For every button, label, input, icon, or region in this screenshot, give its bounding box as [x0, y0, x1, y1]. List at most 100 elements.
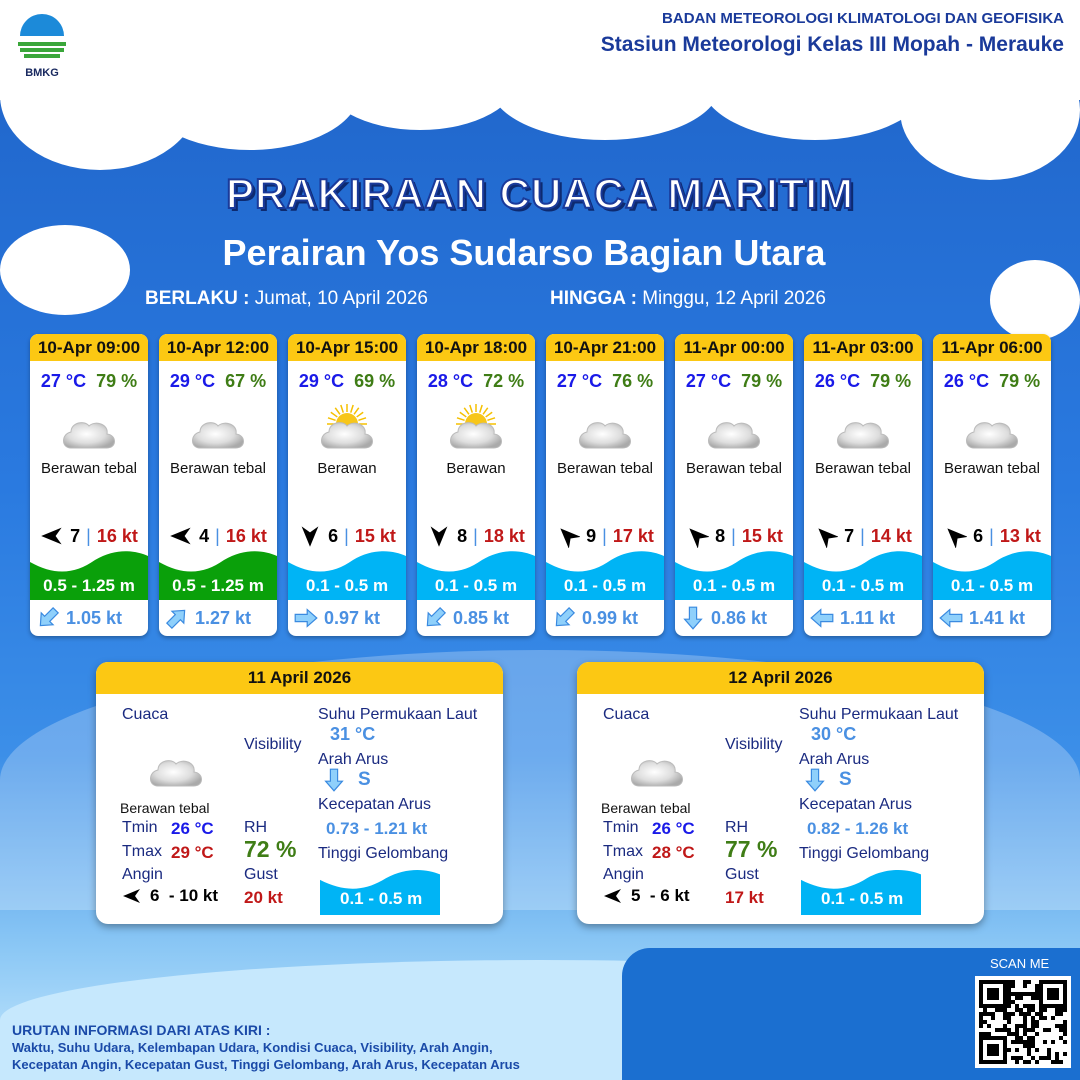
- valid-from-label: BERLAKU :: [145, 288, 250, 309]
- wind-speed: 7: [70, 525, 81, 546]
- wave-graphic: [288, 551, 406, 600]
- daily-1-tmax: 28 °C: [652, 843, 695, 862]
- gust-speed: 15 kt: [741, 525, 783, 546]
- daily-1-gust: 17 kt: [725, 888, 764, 907]
- separator: |: [344, 525, 349, 546]
- current-direction-icon: [810, 608, 834, 628]
- forecast-card: 11-Apr 03:00 26 °C 79 % Berawan tebal 7 |…: [804, 334, 922, 636]
- daily-1-tmin: 26 °C: [652, 819, 695, 838]
- forecast-card: 11-Apr 06:00 26 °C 79 % Berawan tebal 6 |…: [933, 334, 1051, 636]
- wind-direction-icon: [170, 527, 191, 545]
- weather-condition: Berawan tebal: [170, 460, 266, 477]
- current-speed: 1.11 kt: [840, 607, 896, 628]
- labels-angin: Angin: [603, 866, 644, 883]
- current-direction-icon: [294, 608, 318, 628]
- separator: |: [860, 525, 865, 546]
- wind-direction-icon: [41, 527, 62, 545]
- cloud-icon: [631, 760, 683, 787]
- wave-graphic: [546, 551, 664, 600]
- cloud-icon: [63, 422, 115, 449]
- forecast-card: 11-Apr 00:00 27 °C 79 % Berawan tebal 8 |…: [675, 334, 793, 636]
- separator: |: [731, 525, 736, 546]
- wind-speed: 6: [328, 525, 339, 546]
- wave-height: 0.1 - 0.5 m: [563, 576, 647, 595]
- cloud-decoration: [700, 20, 930, 140]
- labels-kec_arus: Kecepatan Arus: [318, 796, 431, 813]
- gust-speed: 16 kt: [225, 525, 267, 546]
- forecast-time: 11-Apr 03:00: [804, 334, 922, 361]
- current-direction-icon: [555, 606, 576, 627]
- wave-graphic: [417, 551, 535, 600]
- logo-text: BMKG: [25, 67, 59, 79]
- gust-speed: 13 kt: [999, 525, 1041, 546]
- current-direction-icon: [683, 606, 703, 630]
- wind-speed: 4: [199, 525, 210, 546]
- labels-tinggi: Tinggi Gelombang: [799, 845, 930, 862]
- wind-speed: 8: [457, 525, 468, 546]
- forecast-time: 10-Apr 21:00: [546, 334, 664, 361]
- page-subtitle: Perairan Yos Sudarso Bagian Utara: [222, 232, 826, 273]
- daily-0-wind: 6 - 10 kt: [150, 886, 219, 905]
- cloud-decoration: [900, 40, 1080, 180]
- wind-direction-icon: [818, 528, 839, 548]
- daily-0-sst: 31 °C: [330, 724, 376, 744]
- labels-gust: Gust: [725, 866, 759, 883]
- weather-condition: Berawan tebal: [686, 460, 782, 477]
- wind-direction-icon: [689, 528, 710, 548]
- station-name: Stasiun Meteorologi Kelas III Mopah - Me…: [600, 33, 1064, 56]
- weather-condition: Berawan tebal: [557, 460, 653, 477]
- wave-graphic: [933, 551, 1051, 600]
- daily-1-cur_dir: S: [839, 769, 852, 790]
- wave-height: 0.1 - 0.5 m: [950, 576, 1034, 595]
- gust-speed: 18 kt: [483, 525, 525, 546]
- air-temperature: 28 °C: [427, 371, 474, 391]
- weather-condition: Berawan: [317, 460, 377, 477]
- gust-speed: 15 kt: [354, 525, 396, 546]
- cloud-icon: [837, 422, 889, 449]
- daily-1-rh: 77 %: [725, 836, 778, 862]
- daily-0-gust: 20 kt: [244, 888, 283, 907]
- footer-line: Kecepatan Angin, Kecepatan Gust, Tinggi …: [12, 1057, 520, 1072]
- daily-0-cond: Berawan tebal: [120, 800, 210, 816]
- current-speed: 0.99 kt: [582, 607, 639, 628]
- labels-gust: Gust: [244, 866, 278, 883]
- wave-height: 0.1 - 0.5 m: [821, 576, 905, 595]
- forecast-time: 10-Apr 15:00: [288, 334, 406, 361]
- wave-graphic: [159, 551, 277, 600]
- forecast-card: 10-Apr 15:00 29 °C 69 % Berawan 6 | 15 kt …: [288, 334, 406, 636]
- air-temperature: 27 °C: [556, 371, 603, 391]
- cloud-decoration: [0, 225, 130, 315]
- humidity: 79 %: [96, 371, 138, 391]
- labels-tmin: Tmin: [122, 819, 158, 836]
- valid-from-date: Jumat, 10 April 2026: [254, 288, 428, 309]
- wind-speed: 7: [844, 525, 855, 546]
- separator: |: [215, 525, 220, 546]
- current-direction-icon: [39, 606, 60, 627]
- wave-height: 0.1 - 0.5 m: [692, 576, 776, 595]
- humidity: 69 %: [354, 371, 396, 391]
- forecast-card: 10-Apr 18:00 28 °C 72 % Berawan 8 | 18 kt …: [417, 334, 535, 636]
- wave-height: 0.5 - 1.25 m: [172, 576, 264, 595]
- cloud-icon: [150, 760, 202, 787]
- weather-condition: Berawan tebal: [41, 460, 137, 477]
- bmkg-logo: BMKG: [14, 12, 70, 79]
- separator: |: [86, 525, 91, 546]
- air-temperature: 29 °C: [298, 371, 345, 391]
- org-name: BADAN METEOROLOGI KLIMATOLOGI DAN GEOFIS…: [662, 10, 1064, 27]
- daily-0-cur_dir: S: [358, 769, 371, 790]
- current-direction-icon: [426, 606, 447, 627]
- daily-date: 12 April 2026: [577, 662, 984, 694]
- qr-code[interactable]: [975, 976, 1071, 1068]
- cloud-decoration: [490, 30, 720, 140]
- daily-summary-card: 12 April 2026 Cuaca Berawan tebal Tmin 26…: [577, 662, 984, 924]
- daily-0-tmin: 26 °C: [171, 819, 214, 838]
- wind-direction-icon: [604, 889, 621, 903]
- humidity: 67 %: [225, 371, 267, 391]
- daily-1-cur_speed: 0.82 - 1.26 kt: [807, 819, 909, 838]
- wind-speed: 9: [586, 525, 597, 546]
- humidity: 76 %: [612, 371, 654, 391]
- gust-speed: 16 kt: [96, 525, 138, 546]
- cloud-icon: [708, 422, 760, 449]
- current-speed: 0.97 kt: [324, 607, 381, 628]
- current-direction-icon: [165, 609, 186, 630]
